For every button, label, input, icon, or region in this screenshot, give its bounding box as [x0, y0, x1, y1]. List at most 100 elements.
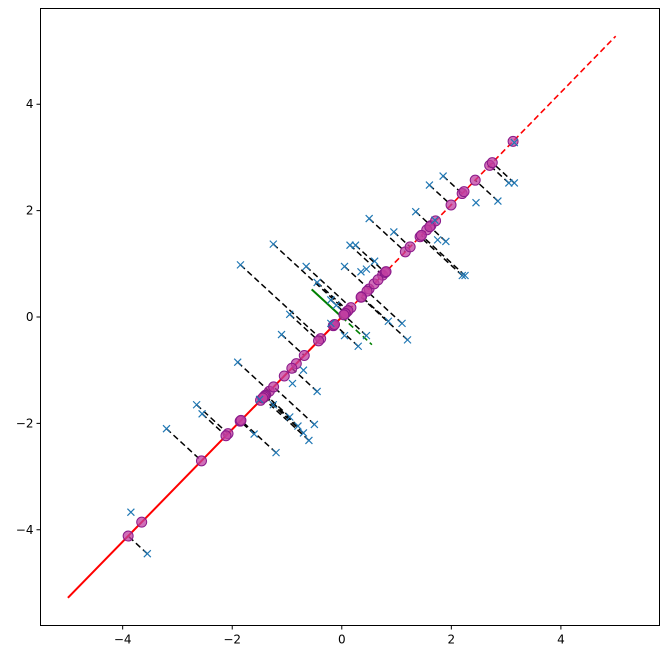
- data-point: [250, 430, 259, 438]
- projection-line: [291, 367, 318, 393]
- data-point: [304, 436, 313, 445]
- data-point: [285, 310, 294, 319]
- projected-point: [424, 221, 436, 233]
- projection-line: [420, 234, 466, 277]
- projected-point: [313, 335, 325, 347]
- projected-point: [286, 362, 298, 374]
- projection-line: [196, 404, 229, 435]
- data-point: [326, 319, 335, 328]
- data-point: [302, 262, 311, 271]
- projection-line: [361, 296, 389, 322]
- projected-point: [278, 370, 290, 382]
- data-point: [288, 379, 297, 388]
- projection-line: [264, 395, 299, 427]
- y-axis-ticks: −4 −2 0 2 4: [16, 97, 41, 537]
- projected-point: [380, 266, 392, 278]
- data-point: [236, 260, 245, 269]
- data-point: [389, 227, 398, 236]
- data-point: [269, 240, 278, 249]
- projected-point: [195, 455, 207, 467]
- projection-line: [316, 281, 349, 312]
- projected-point: [415, 229, 427, 241]
- data-point: [198, 409, 207, 418]
- projected-point: [298, 349, 310, 361]
- data-point: [510, 179, 519, 187]
- projection-lines: [127, 162, 515, 555]
- data-point: [143, 549, 152, 558]
- projection-line: [343, 314, 367, 337]
- data-point: [294, 422, 302, 430]
- data-point: [340, 331, 349, 340]
- data-point: [370, 257, 379, 266]
- projection-line: [201, 413, 227, 437]
- projected-point: [257, 392, 269, 404]
- data-point: [351, 241, 360, 250]
- data-point: [354, 342, 363, 351]
- data-point: [310, 420, 319, 429]
- projection-line: [344, 265, 370, 290]
- projected-point: [469, 174, 481, 186]
- data-point: [162, 424, 171, 433]
- data-point: [493, 197, 502, 205]
- y-tick-label: −2: [16, 416, 34, 430]
- data-point: [384, 317, 393, 326]
- data-point: [277, 330, 286, 339]
- projection-line: [239, 264, 322, 340]
- data-point: [126, 508, 135, 517]
- x-axis-ticks: −4 −2 0 2 4: [114, 625, 565, 647]
- data-point: [332, 301, 341, 310]
- projected-point: [122, 530, 134, 542]
- projected-point: [355, 291, 367, 303]
- projected-point: [235, 414, 247, 426]
- plot-frame: [40, 8, 660, 626]
- projected-point: [338, 309, 350, 321]
- data-point: [439, 172, 448, 180]
- data-point: [510, 138, 519, 147]
- projection-line: [262, 397, 310, 441]
- data-point: [430, 216, 439, 225]
- projected-point: [268, 381, 280, 393]
- x-tick-label: 0: [338, 633, 346, 647]
- projection-line: [368, 218, 406, 253]
- projection-line: [281, 334, 305, 357]
- data-point: [441, 237, 450, 246]
- projected-point: [220, 430, 232, 442]
- data-point: [461, 271, 469, 280]
- data-point: [411, 207, 420, 216]
- projected-point: [329, 318, 341, 330]
- projected-point: [486, 157, 498, 169]
- projected-point: [458, 186, 470, 198]
- data-point: [425, 181, 434, 190]
- projection-line: [272, 243, 348, 313]
- data-point: [313, 387, 322, 396]
- data-point: [340, 262, 349, 271]
- projection-line: [237, 361, 270, 392]
- projection-line: [273, 386, 315, 425]
- x-tick-label: −4: [114, 633, 132, 647]
- data-point: [365, 214, 374, 223]
- data-point: [233, 358, 242, 367]
- x-tick-label: 4: [557, 633, 565, 647]
- projection-line: [354, 244, 386, 274]
- projected-point: [372, 274, 384, 286]
- data-point: [458, 271, 467, 280]
- y-tick-label: −4: [16, 523, 34, 537]
- y-tick-label: 2: [26, 204, 34, 218]
- projection-line: [265, 394, 291, 418]
- secondary-axis-solid: [310, 288, 343, 318]
- data-point: [362, 265, 371, 274]
- projection-line: [349, 244, 384, 276]
- principal-axis-dashed: [341, 35, 617, 318]
- projection-line: [334, 323, 359, 347]
- projection-line: [419, 236, 463, 277]
- data-point: [433, 235, 442, 244]
- projection-line: [289, 313, 320, 342]
- projected-point: [136, 516, 148, 528]
- original-points: [126, 138, 519, 558]
- data-point: [285, 413, 294, 421]
- data-point: [313, 278, 322, 287]
- secondary-axis-dashed: [341, 316, 373, 346]
- data-point: [255, 395, 264, 404]
- projection-line: [366, 290, 403, 324]
